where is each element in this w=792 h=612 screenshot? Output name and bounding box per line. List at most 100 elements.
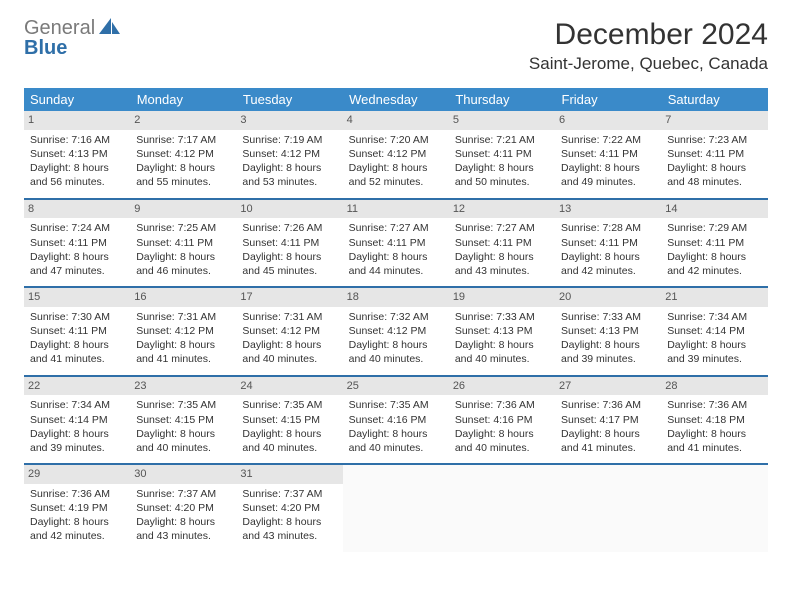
calendar-week-row: 8Sunrise: 7:24 AMSunset: 4:11 PMDaylight…	[24, 199, 768, 288]
sunrise-text: Sunrise: 7:16 AM	[30, 133, 124, 147]
sunrise-text: Sunrise: 7:34 AM	[30, 398, 124, 412]
calendar-day-cell: 28Sunrise: 7:36 AMSunset: 4:18 PMDayligh…	[661, 376, 767, 465]
calendar-day-cell: 7 Sunrise: 7:23 AMSunset: 4:11 PMDaylight…	[661, 111, 767, 199]
calendar-day-cell: 30Sunrise: 7:37 AMSunset: 4:20 PMDayligh…	[130, 464, 236, 552]
daylight-text: Daylight: 8 hours and 42 minutes.	[561, 250, 655, 278]
logo-sail-icon	[99, 18, 121, 38]
calendar-day-cell: 31Sunrise: 7:37 AMSunset: 4:20 PMDayligh…	[236, 464, 342, 552]
calendar-day-cell: 4Sunrise: 7:20 AMSunset: 4:12 PMDaylight…	[343, 111, 449, 199]
day-number: 9	[130, 200, 236, 219]
sunset-text: Sunset: 4:13 PM	[30, 147, 124, 161]
day-number: 3	[236, 111, 342, 130]
sunrise-text: Sunrise: 7:28 AM	[561, 221, 655, 235]
title-block: December 2024 Saint-Jerome, Quebec, Cana…	[529, 18, 768, 74]
daylight-text: Daylight: 8 hours and 42 minutes.	[30, 515, 124, 543]
day-number: 15	[24, 288, 130, 307]
sunset-text: Sunset: 4:11 PM	[667, 147, 761, 161]
sunrise-text: Sunrise: 7:37 AM	[136, 487, 230, 501]
sunrise-text: Sunrise: 7:29 AM	[667, 221, 761, 235]
calendar-day-cell: .	[555, 464, 661, 552]
day-number: 8	[24, 200, 130, 219]
sunset-text: Sunset: 4:14 PM	[667, 324, 761, 338]
sunset-text: Sunset: 4:20 PM	[136, 501, 230, 515]
sunrise-text: Sunrise: 7:27 AM	[349, 221, 443, 235]
sunrise-text: Sunrise: 7:35 AM	[242, 398, 336, 412]
sunrise-text: Sunrise: 7:36 AM	[455, 398, 549, 412]
weekday-header: Tuesday	[236, 88, 342, 111]
sunrise-text: Sunrise: 7:32 AM	[349, 310, 443, 324]
day-number: 1	[24, 111, 130, 130]
day-number: 6	[555, 111, 661, 130]
daylight-text: Daylight: 8 hours and 45 minutes.	[242, 250, 336, 278]
sunset-text: Sunset: 4:15 PM	[136, 413, 230, 427]
daylight-text: Daylight: 8 hours and 40 minutes.	[242, 427, 336, 455]
sunset-text: Sunset: 4:12 PM	[242, 147, 336, 161]
sunset-text: Sunset: 4:20 PM	[242, 501, 336, 515]
day-number: 5	[449, 111, 555, 130]
calendar-day-cell: 3Sunrise: 7:19 AMSunset: 4:12 PMDaylight…	[236, 111, 342, 199]
sunrise-text: Sunrise: 7:19 AM	[242, 133, 336, 147]
sunset-text: Sunset: 4:12 PM	[349, 324, 443, 338]
calendar-day-cell: 13Sunrise: 7:28 AMSunset: 4:11 PMDayligh…	[555, 199, 661, 288]
weekday-header: Wednesday	[343, 88, 449, 111]
calendar-day-cell: 27Sunrise: 7:36 AMSunset: 4:17 PMDayligh…	[555, 376, 661, 465]
day-number: 31	[236, 465, 342, 484]
daylight-text: Daylight: 8 hours and 39 minutes.	[30, 427, 124, 455]
sunset-text: Sunset: 4:11 PM	[30, 324, 124, 338]
day-number: 18	[343, 288, 449, 307]
calendar-day-cell: 29Sunrise: 7:36 AMSunset: 4:19 PMDayligh…	[24, 464, 130, 552]
daylight-text: Daylight: 8 hours and 48 minutes.	[667, 161, 761, 189]
logo-text-blue: Blue	[24, 38, 121, 58]
sunrise-text: Sunrise: 7:23 AM	[667, 133, 761, 147]
sunset-text: Sunset: 4:12 PM	[136, 324, 230, 338]
day-number: 2	[130, 111, 236, 130]
day-number: 29	[24, 465, 130, 484]
daylight-text: Daylight: 8 hours and 40 minutes.	[455, 338, 549, 366]
sunrise-text: Sunrise: 7:36 AM	[667, 398, 761, 412]
weekday-header: Sunday	[24, 88, 130, 111]
day-number: 14	[661, 200, 767, 219]
logo-text-general: General	[24, 18, 95, 38]
daylight-text: Daylight: 8 hours and 49 minutes.	[561, 161, 655, 189]
day-number: 7	[661, 111, 767, 130]
sunset-text: Sunset: 4:11 PM	[136, 236, 230, 250]
daylight-text: Daylight: 8 hours and 55 minutes.	[136, 161, 230, 189]
calendar-day-cell: 1 Sunrise: 7:16 AMSunset: 4:13 PMDaylight…	[24, 111, 130, 199]
calendar-day-cell: .	[661, 464, 767, 552]
header-bar: General Blue December 2024 Saint-Jerome,…	[24, 18, 768, 74]
sunset-text: Sunset: 4:11 PM	[667, 236, 761, 250]
sunset-text: Sunset: 4:14 PM	[30, 413, 124, 427]
sunrise-text: Sunrise: 7:27 AM	[455, 221, 549, 235]
daylight-text: Daylight: 8 hours and 39 minutes.	[667, 338, 761, 366]
calendar-day-cell: .	[343, 464, 449, 552]
day-number: 20	[555, 288, 661, 307]
daylight-text: Daylight: 8 hours and 50 minutes.	[455, 161, 549, 189]
sunset-text: Sunset: 4:11 PM	[242, 236, 336, 250]
calendar-table: SundayMondayTuesdayWednesdayThursdayFrid…	[24, 88, 768, 552]
calendar-day-cell: 21Sunrise: 7:34 AMSunset: 4:14 PMDayligh…	[661, 287, 767, 376]
sunset-text: Sunset: 4:12 PM	[349, 147, 443, 161]
daylight-text: Daylight: 8 hours and 43 minutes.	[455, 250, 549, 278]
calendar-day-cell: 11Sunrise: 7:27 AMSunset: 4:11 PMDayligh…	[343, 199, 449, 288]
calendar-day-cell: 19Sunrise: 7:33 AMSunset: 4:13 PMDayligh…	[449, 287, 555, 376]
day-number: 21	[661, 288, 767, 307]
sunset-text: Sunset: 4:12 PM	[136, 147, 230, 161]
calendar-day-cell: 20Sunrise: 7:33 AMSunset: 4:13 PMDayligh…	[555, 287, 661, 376]
daylight-text: Daylight: 8 hours and 40 minutes.	[455, 427, 549, 455]
day-number: 28	[661, 377, 767, 396]
calendar-day-cell: 15Sunrise: 7:30 AMSunset: 4:11 PMDayligh…	[24, 287, 130, 376]
daylight-text: Daylight: 8 hours and 56 minutes.	[30, 161, 124, 189]
sunrise-text: Sunrise: 7:22 AM	[561, 133, 655, 147]
sunrise-text: Sunrise: 7:31 AM	[136, 310, 230, 324]
day-number: 17	[236, 288, 342, 307]
daylight-text: Daylight: 8 hours and 41 minutes.	[561, 427, 655, 455]
day-number: 19	[449, 288, 555, 307]
sunrise-text: Sunrise: 7:21 AM	[455, 133, 549, 147]
weekday-header: Monday	[130, 88, 236, 111]
calendar-week-row: 1Sunrise: 7:16 AMSunset: 4:13 PMDaylight…	[24, 111, 768, 199]
day-number: 11	[343, 200, 449, 219]
sunrise-text: Sunrise: 7:30 AM	[30, 310, 124, 324]
daylight-text: Daylight: 8 hours and 41 minutes.	[136, 338, 230, 366]
calendar-day-cell: 22Sunrise: 7:34 AMSunset: 4:14 PMDayligh…	[24, 376, 130, 465]
sunrise-text: Sunrise: 7:17 AM	[136, 133, 230, 147]
